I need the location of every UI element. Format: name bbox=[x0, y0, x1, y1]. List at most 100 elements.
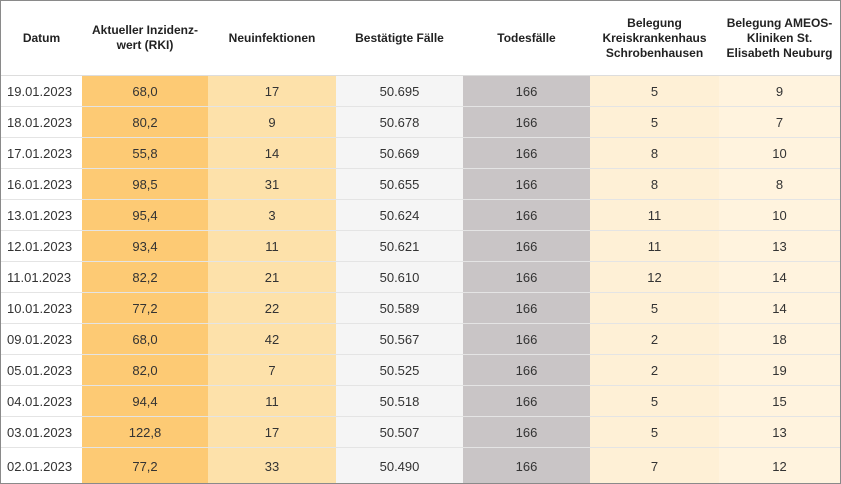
column-header: Aktueller Inzidenz-wert (RKI) bbox=[82, 1, 208, 76]
table-cell: 166 bbox=[463, 292, 590, 324]
table-cell: 166 bbox=[463, 75, 590, 107]
table-cell: 68,0 bbox=[82, 323, 208, 355]
table-cell: 77,2 bbox=[82, 447, 208, 483]
table-cell: 7 bbox=[590, 447, 719, 483]
table-cell: 50.567 bbox=[336, 323, 463, 355]
table-cell: 11.01.2023 bbox=[1, 261, 82, 293]
table-cell: 55,8 bbox=[82, 137, 208, 169]
table-cell: 10.01.2023 bbox=[1, 292, 82, 324]
table-cell: 166 bbox=[463, 199, 590, 231]
table-cell: 2 bbox=[590, 323, 719, 355]
table-cell: 9 bbox=[719, 75, 840, 107]
table-row: 13.01.2023 95,4 3 50.624 166 11 10 bbox=[1, 199, 840, 231]
table-cell: 7 bbox=[208, 354, 336, 386]
table-cell: 9 bbox=[208, 106, 336, 138]
table-row: 19.01.2023 68,0 17 50.695 166 5 9 bbox=[1, 75, 840, 107]
table-cell: 166 bbox=[463, 230, 590, 262]
table-cell: 11 bbox=[208, 230, 336, 262]
table-cell: 8 bbox=[719, 168, 840, 200]
table-cell: 11 bbox=[590, 199, 719, 231]
table-cell: 42 bbox=[208, 323, 336, 355]
table-cell: 122,8 bbox=[82, 416, 208, 448]
table-cell: 12.01.2023 bbox=[1, 230, 82, 262]
table-row: 18.01.2023 80,2 9 50.678 166 5 7 bbox=[1, 106, 840, 138]
table-cell: 95,4 bbox=[82, 199, 208, 231]
table-cell: 12 bbox=[590, 261, 719, 293]
table-cell: 14 bbox=[719, 292, 840, 324]
table-cell: 13 bbox=[719, 416, 840, 448]
table-cell: 166 bbox=[463, 416, 590, 448]
table-cell: 98,5 bbox=[82, 168, 208, 200]
table-cell: 33 bbox=[208, 447, 336, 483]
column-header: Datum bbox=[1, 1, 82, 76]
column-header: Belegung AMEOS-Kliniken St. Elisabeth Ne… bbox=[719, 1, 840, 76]
table-cell: 10 bbox=[719, 199, 840, 231]
table-cell: 50.525 bbox=[336, 354, 463, 386]
table-cell: 5 bbox=[590, 292, 719, 324]
table-cell: 17 bbox=[208, 416, 336, 448]
table-cell: 13.01.2023 bbox=[1, 199, 82, 231]
header-row: Datum Aktueller Inzidenz-wert (RKI) Neuinf… bbox=[1, 1, 840, 76]
table-cell: 82,0 bbox=[82, 354, 208, 386]
table-cell: 50.621 bbox=[336, 230, 463, 262]
column-header: Todesfälle bbox=[463, 1, 590, 76]
table-cell: 18 bbox=[719, 323, 840, 355]
table-cell: 3 bbox=[208, 199, 336, 231]
table-cell: 50.695 bbox=[336, 75, 463, 107]
table-cell: 16.01.2023 bbox=[1, 168, 82, 200]
table-row: 10.01.2023 77,2 22 50.589 166 5 14 bbox=[1, 292, 840, 324]
table-row: 11.01.2023 82,2 21 50.610 166 12 14 bbox=[1, 261, 840, 293]
table-cell: 8 bbox=[590, 137, 719, 169]
table-cell: 50.624 bbox=[336, 199, 463, 231]
table-row: 02.01.2023 77,2 33 50.490 166 7 12 bbox=[1, 447, 840, 483]
table-cell: 12 bbox=[719, 447, 840, 483]
table-row: 09.01.2023 68,0 42 50.567 166 2 18 bbox=[1, 323, 840, 355]
table-cell: 50.610 bbox=[336, 261, 463, 293]
table-cell: 04.01.2023 bbox=[1, 385, 82, 417]
table-cell: 94,4 bbox=[82, 385, 208, 417]
table-cell: 82,2 bbox=[82, 261, 208, 293]
table-cell: 166 bbox=[463, 354, 590, 386]
table-cell: 166 bbox=[463, 106, 590, 138]
table-cell: 166 bbox=[463, 447, 590, 483]
table-cell: 50.589 bbox=[336, 292, 463, 324]
table-cell: 15 bbox=[719, 385, 840, 417]
table-cell: 50.507 bbox=[336, 416, 463, 448]
table-cell: 05.01.2023 bbox=[1, 354, 82, 386]
table-cell: 5 bbox=[590, 416, 719, 448]
table-cell: 50.669 bbox=[336, 137, 463, 169]
column-header: Neuinfektionen bbox=[208, 1, 336, 76]
table-cell: 5 bbox=[590, 385, 719, 417]
table-cell: 5 bbox=[590, 75, 719, 107]
table-cell: 18.01.2023 bbox=[1, 106, 82, 138]
table-cell: 7 bbox=[719, 106, 840, 138]
column-header: Belegung Kreiskrankenhaus Schrobenhausen bbox=[590, 1, 719, 76]
table-cell: 166 bbox=[463, 385, 590, 417]
table-cell: 13 bbox=[719, 230, 840, 262]
table-cell: 77,2 bbox=[82, 292, 208, 324]
table-cell: 17.01.2023 bbox=[1, 137, 82, 169]
table-row: 16.01.2023 98,5 31 50.655 166 8 8 bbox=[1, 168, 840, 200]
table-cell: 09.01.2023 bbox=[1, 323, 82, 355]
table-cell: 50.490 bbox=[336, 447, 463, 483]
table-cell: 19 bbox=[719, 354, 840, 386]
table-cell: 5 bbox=[590, 106, 719, 138]
table-row: 05.01.2023 82,0 7 50.525 166 2 19 bbox=[1, 354, 840, 386]
table-cell: 21 bbox=[208, 261, 336, 293]
table-cell: 31 bbox=[208, 168, 336, 200]
table-cell: 166 bbox=[463, 261, 590, 293]
table-cell: 93,4 bbox=[82, 230, 208, 262]
table-cell: 2 bbox=[590, 354, 719, 386]
table-cell: 19.01.2023 bbox=[1, 75, 82, 107]
table-cell: 14 bbox=[208, 137, 336, 169]
table-row: 17.01.2023 55,8 14 50.669 166 8 10 bbox=[1, 137, 840, 169]
table-row: 04.01.2023 94,4 11 50.518 166 5 15 bbox=[1, 385, 840, 417]
table-cell: 17 bbox=[208, 75, 336, 107]
table-cell: 03.01.2023 bbox=[1, 416, 82, 448]
table-cell: 166 bbox=[463, 137, 590, 169]
column-header: Bestätigte Fälle bbox=[336, 1, 463, 76]
table-row: 12.01.2023 93,4 11 50.621 166 11 13 bbox=[1, 230, 840, 262]
